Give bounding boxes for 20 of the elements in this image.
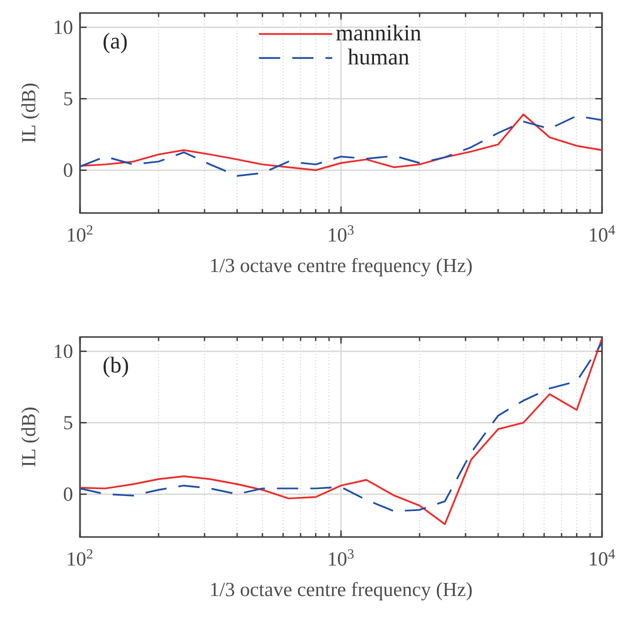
x-tick-label: 10$^{4}$ (590, 225, 615, 242)
annotation: (a) (104, 32, 127, 54)
x-tick-label: 10$^{2}$ (68, 225, 92, 242)
x-axis-title: 1/3 octave centre frequency (Hz) (211, 258, 472, 276)
x-axis-title: 1/3 octave centre frequency (Hz) (211, 582, 472, 600)
x-tick-label: 10$^{4}$ (590, 549, 615, 566)
y-tick-label: 10 (54, 344, 72, 358)
y-axis-title: IL (dB) (21, 408, 40, 467)
y-axis-title: IL (dB) (21, 84, 40, 143)
annotation: (b) (104, 356, 128, 378)
y-tick-label: 0 (64, 163, 72, 177)
x-tick-label: 10$^{2}$ (68, 549, 92, 566)
x-tick-label: 10$^{3}$ (328, 549, 354, 566)
legend-label: human (348, 48, 410, 65)
y-tick-label: 5 (64, 416, 72, 430)
x-tick-label: 10$^{3}$ (328, 225, 354, 242)
y-tick-label: 5 (64, 92, 72, 106)
legend-label: mannikin (336, 24, 422, 41)
y-tick-label: 0 (64, 487, 72, 501)
y-tick-label: 10 (54, 20, 72, 34)
